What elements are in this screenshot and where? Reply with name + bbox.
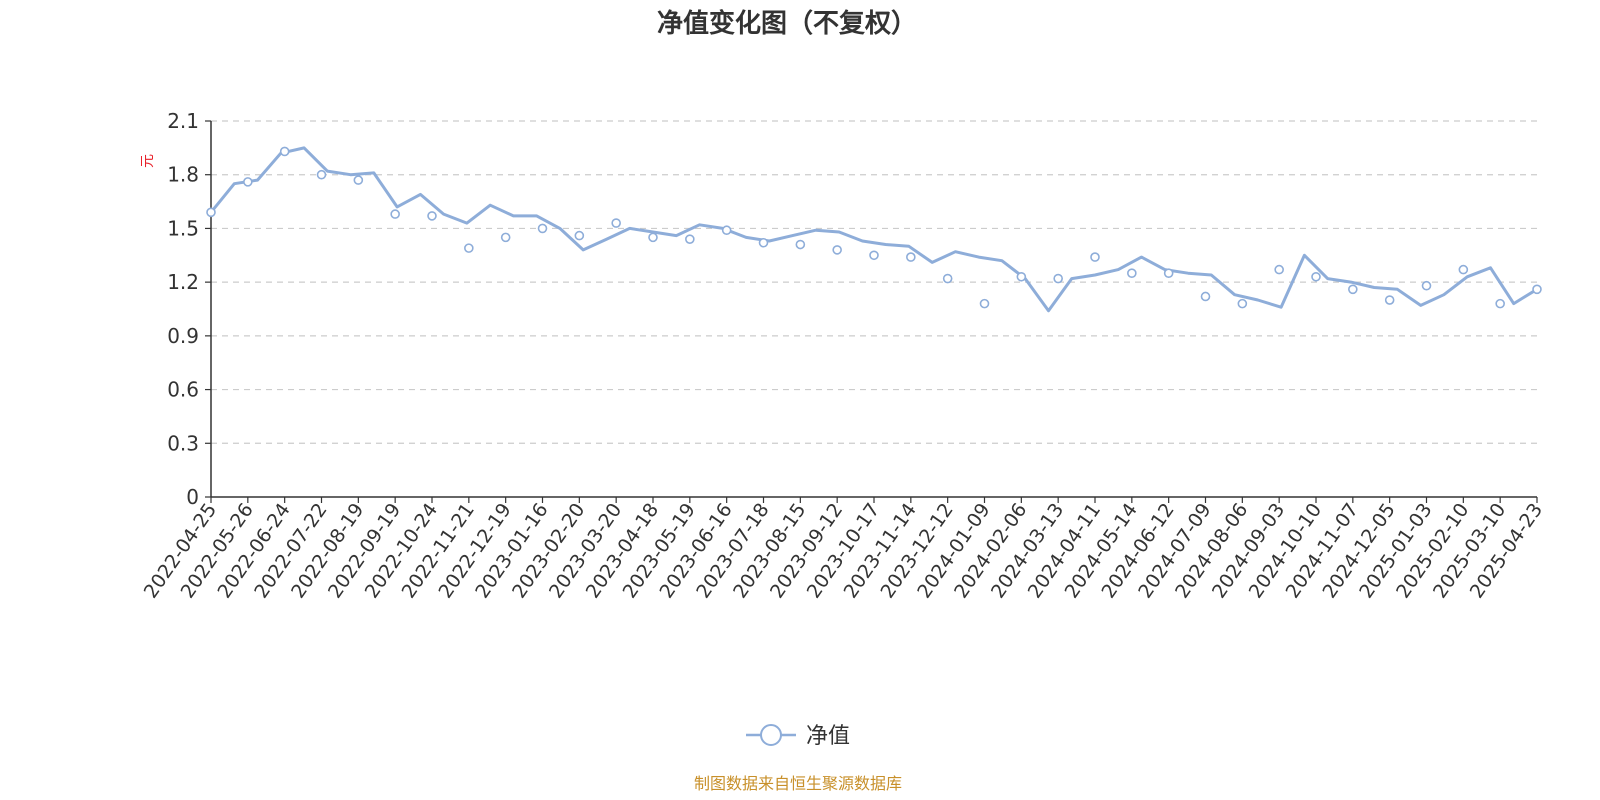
data-point-marker[interactable] <box>942 273 953 284</box>
x-axis-ticks: 2022-04-252022-05-262022-06-242022-07-22… <box>140 497 1547 602</box>
chart-title: 净值变化图（不复权） <box>657 8 917 39</box>
data-point-marker[interactable] <box>1458 264 1469 275</box>
y-tick-label: 0.6 <box>167 378 199 402</box>
data-point-marker[interactable] <box>206 207 216 218</box>
axes <box>210 121 1537 498</box>
data-point-marker[interactable] <box>427 211 437 221</box>
data-point-marker[interactable] <box>279 146 290 157</box>
data-point-marker[interactable] <box>795 239 806 250</box>
data-point-marker[interactable] <box>574 230 585 241</box>
data-point-marker[interactable] <box>353 175 364 185</box>
data-point-marker[interactable] <box>243 177 253 187</box>
data-point-marker[interactable] <box>1421 280 1432 291</box>
data-point-marker[interactable] <box>464 243 474 253</box>
data-point-marker[interactable] <box>721 225 732 236</box>
data-point-marker[interactable] <box>1495 298 1505 309</box>
gridlines <box>211 120 1537 444</box>
data-point-marker[interactable] <box>316 169 327 180</box>
data-point-marker[interactable] <box>685 234 695 244</box>
y-tick-label: 1.5 <box>167 216 199 240</box>
y-axis-ticks: 0 0.3 0.6 0.9 1.2 1.5 1.8 2.1 <box>167 109 211 509</box>
data-point-marker[interactable] <box>1348 284 1358 295</box>
data-point-marker[interactable] <box>1163 268 1174 278</box>
legend-label: 净值 <box>806 724 850 749</box>
y-tick-label: 2.1 <box>167 109 199 133</box>
data-point-marker[interactable] <box>1532 284 1542 295</box>
y-tick-label: 1.8 <box>167 163 199 187</box>
data-point-marker[interactable] <box>537 223 548 234</box>
data-point-marker[interactable] <box>1016 271 1027 282</box>
data-point-marker[interactable] <box>500 232 511 243</box>
y-tick-label: 0.3 <box>167 431 199 455</box>
data-point-marker[interactable] <box>1274 264 1284 275</box>
data-point-marker[interactable] <box>1384 295 1395 305</box>
data-point-marker[interactable] <box>1127 268 1137 278</box>
y-tick-label: 1.2 <box>167 270 199 294</box>
data-source-note: 制图数据来自恒生聚源数据库 <box>694 774 902 793</box>
data-point-marker[interactable] <box>1053 273 1063 284</box>
data-point-marker[interactable] <box>979 298 990 309</box>
data-point-marker[interactable] <box>1311 271 1321 282</box>
data-point-marker[interactable] <box>906 252 916 262</box>
legend-marker-swatch <box>760 724 782 746</box>
data-point-marker[interactable] <box>758 237 769 248</box>
y-tick-label: 0.9 <box>167 324 199 348</box>
data-point-marker[interactable] <box>611 218 621 228</box>
y-axis-unit-label: 元 <box>140 154 156 168</box>
data-point-marker[interactable] <box>832 245 842 255</box>
data-point-marker[interactable] <box>1200 291 1211 302</box>
legend[interactable]: 净值 <box>746 724 850 749</box>
y-tick-label: 0 <box>186 485 199 509</box>
data-point-marker[interactable] <box>1237 298 1248 309</box>
data-point-marker[interactable] <box>390 209 400 219</box>
series-group <box>206 146 1542 313</box>
data-point-marker[interactable] <box>1090 252 1100 262</box>
data-point-marker[interactable] <box>648 232 658 243</box>
series-line-nav <box>209 146 1539 313</box>
data-point-marker[interactable] <box>869 250 879 261</box>
